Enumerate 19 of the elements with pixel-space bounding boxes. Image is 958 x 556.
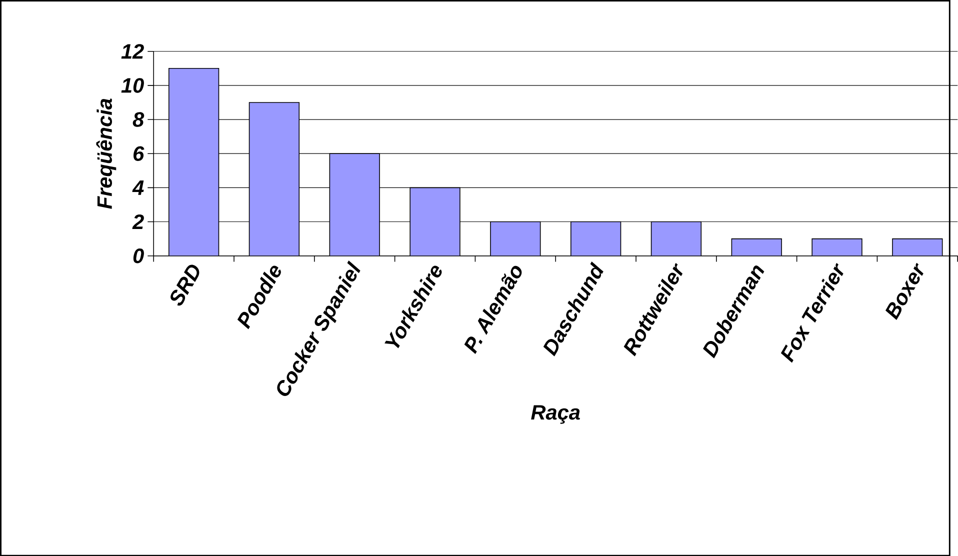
bar (651, 222, 702, 256)
y-tick-label: 10 (121, 78, 144, 93)
y-tick-label: 8 (132, 112, 144, 127)
bar (330, 153, 380, 256)
y-tick-label: 2 (132, 214, 144, 229)
y-axis-title: Freqüência (96, 98, 116, 209)
bar (812, 238, 862, 256)
bar (732, 238, 782, 256)
bar (892, 238, 943, 256)
bar (410, 188, 460, 256)
x-axis-title: Raça (531, 405, 580, 424)
y-tick-label: 4 (132, 180, 144, 195)
y-tick-label: 6 (134, 146, 144, 161)
y-tick-label: 12 (121, 44, 144, 58)
bar (168, 68, 219, 256)
bar (570, 222, 621, 256)
y-tick-label: 0 (133, 248, 144, 264)
bar (249, 102, 300, 256)
bar (490, 222, 540, 256)
